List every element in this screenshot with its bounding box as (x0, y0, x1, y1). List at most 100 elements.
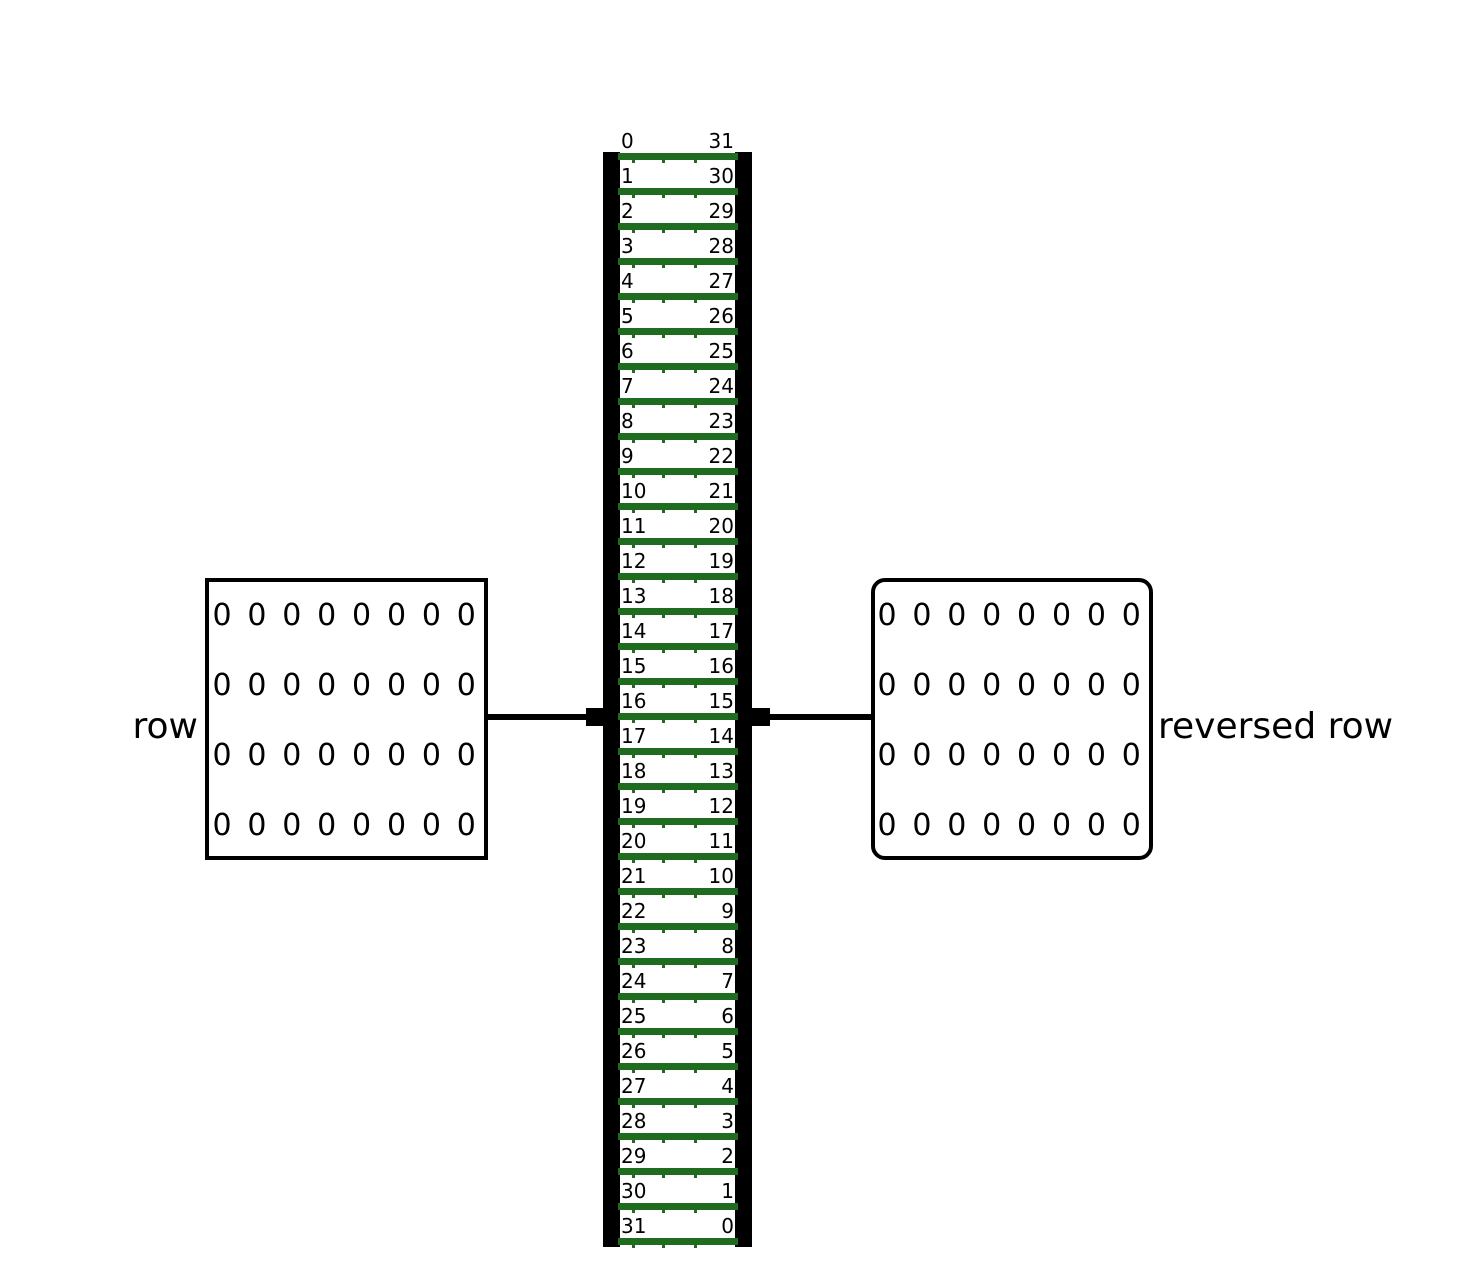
bit-wire[interactable] (618, 328, 738, 335)
bit-wire-tick (662, 930, 665, 933)
bit-label-left: 0 (621, 129, 634, 153)
bit-wire[interactable] (618, 538, 738, 545)
bit-label-right: 13 (709, 759, 734, 783)
bit-wire[interactable] (618, 958, 738, 965)
output-pin-label: reversed row (1158, 706, 1393, 747)
bit-wire-tick (694, 930, 697, 933)
bit-label-right: 26 (709, 304, 734, 328)
bit-wire-tick (694, 510, 697, 513)
bit-wire-tick (662, 230, 665, 233)
pin-bit-value: 0 (317, 738, 336, 773)
bit-wire[interactable] (618, 573, 738, 580)
bit-wire[interactable] (618, 713, 738, 720)
pin-bit-value: 0 (212, 808, 231, 843)
bit-wire-tick (694, 1000, 697, 1003)
bit-wire-tick (662, 300, 665, 303)
pin-bit-value: 0 (457, 668, 476, 703)
bit-wire-tick (632, 650, 635, 653)
bit-wire-tick (694, 1245, 697, 1248)
bit-wire[interactable] (618, 608, 738, 615)
bit-wire-tick (694, 1070, 697, 1073)
bit-wire[interactable] (618, 748, 738, 755)
bit-wire[interactable] (618, 1063, 738, 1070)
bit-wire-tick (662, 370, 665, 373)
bit-wire-tick (662, 755, 665, 758)
bit-label-right: 2 (721, 1144, 734, 1168)
pin-bit-value: 0 (982, 738, 1001, 773)
bit-wire-tick (662, 405, 665, 408)
bit-wire-tick (632, 1000, 635, 1003)
input-pin[interactable]: 0 0 0 0 0 0 0 00 0 0 0 0 0 0 00 0 0 0 0 0 0 00 0 0 0 0 0 0 0 (205, 578, 488, 860)
bit-wire[interactable] (618, 293, 738, 300)
bit-wire[interactable] (618, 153, 738, 160)
bit-wire-tick (694, 580, 697, 583)
bit-wire[interactable] (618, 1098, 738, 1105)
bit-wire-tick (694, 720, 697, 723)
bit-wire[interactable] (618, 1238, 738, 1245)
bit-label-left: 27 (621, 1074, 646, 1098)
pin-bit-value: 0 (247, 808, 266, 843)
bit-label-left: 21 (621, 864, 646, 888)
output-wire-joint (748, 708, 770, 726)
bit-wire[interactable] (618, 1168, 738, 1175)
bit-wire[interactable] (618, 223, 738, 230)
bit-wire[interactable] (618, 1133, 738, 1140)
bit-label-right: 19 (709, 549, 734, 573)
pin-bit-value: 0 (1017, 808, 1036, 843)
bit-wire-tick (632, 1140, 635, 1143)
bit-wire[interactable] (618, 398, 738, 405)
bit-label-right: 1 (721, 1179, 734, 1203)
bit-wire[interactable] (618, 818, 738, 825)
pin-bit-value: 0 (352, 738, 371, 773)
bit-wire[interactable] (618, 363, 738, 370)
bit-wire[interactable] (618, 188, 738, 195)
bit-wire-tick (662, 510, 665, 513)
bit-label-left: 6 (621, 339, 634, 363)
pin-bit-value: 0 (317, 808, 336, 843)
bit-wire-tick (662, 1070, 665, 1073)
bit-wire-tick (662, 195, 665, 198)
bit-wire-tick (632, 370, 635, 373)
bit-wire-tick (632, 1035, 635, 1038)
bit-wire[interactable] (618, 993, 738, 1000)
bit-wire-tick (662, 720, 665, 723)
bit-label-right: 8 (721, 934, 734, 958)
bit-wire-tick (662, 965, 665, 968)
bit-label-left: 19 (621, 794, 646, 818)
bit-wire[interactable] (618, 888, 738, 895)
bit-label-right: 31 (709, 129, 734, 153)
bit-wire-tick (632, 510, 635, 513)
bit-wire[interactable] (618, 433, 738, 440)
pin-bit-value: 0 (212, 668, 231, 703)
bit-wire[interactable] (618, 503, 738, 510)
bit-wire-tick (632, 895, 635, 898)
bit-wire-tick (694, 650, 697, 653)
input-pin-box[interactable] (205, 578, 488, 860)
splitter-left-bar (603, 152, 620, 1247)
bit-wire-tick (662, 580, 665, 583)
bit-label-right: 18 (709, 584, 734, 608)
bit-wire-tick (662, 790, 665, 793)
pin-bit-value: 0 (247, 668, 266, 703)
bit-label-right: 15 (709, 689, 734, 713)
bit-wire-tick (694, 755, 697, 758)
bit-wire-tick (632, 720, 635, 723)
bit-wire[interactable] (618, 783, 738, 790)
bit-wire[interactable] (618, 853, 738, 860)
output-pin[interactable]: 0 0 0 0 0 0 0 00 0 0 0 0 0 0 00 0 0 0 0 0 0 00 0 0 0 0 0 0 0 (871, 578, 1153, 860)
bit-wire-tick (662, 1140, 665, 1143)
pin-bit-value: 0 (422, 598, 441, 633)
bit-wire[interactable] (618, 258, 738, 265)
bit-wire[interactable] (618, 1028, 738, 1035)
bit-label-right: 5 (721, 1039, 734, 1063)
pin-bit-value: 0 (1052, 668, 1071, 703)
bit-wire-tick (632, 615, 635, 618)
bit-wire[interactable] (618, 923, 738, 930)
bit-label-left: 26 (621, 1039, 646, 1063)
bit-wire[interactable] (618, 468, 738, 475)
bit-wire[interactable] (618, 678, 738, 685)
bit-wire[interactable] (618, 643, 738, 650)
bit-wire[interactable] (618, 1203, 738, 1210)
